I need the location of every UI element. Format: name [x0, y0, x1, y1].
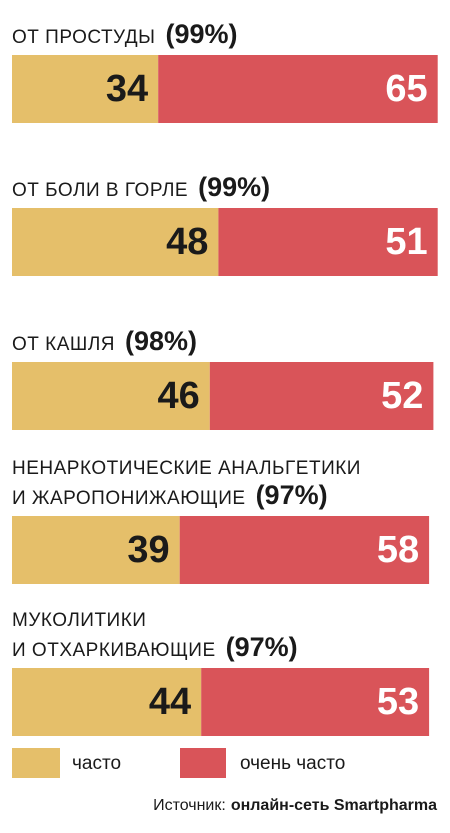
value-label: 46	[158, 375, 200, 417]
total-label: (99%)	[198, 172, 270, 202]
bar-segment	[218, 208, 438, 276]
category-label: ОТ КАШЛЯ	[12, 334, 115, 355]
bar-segment	[12, 668, 202, 736]
legend-label: очень часто	[240, 753, 345, 774]
source-label: Источник:	[153, 797, 226, 814]
bar-segment	[12, 55, 159, 123]
total-label: (97%)	[226, 632, 298, 662]
legend-swatch	[180, 748, 226, 778]
category-label: ОТ БОЛИ В ГОРЛЕ	[12, 180, 188, 201]
total-label: (99%)	[165, 19, 237, 49]
value-label: 53	[377, 681, 419, 723]
value-label: 52	[381, 375, 423, 417]
bar-segment	[12, 516, 180, 584]
legend-swatch	[12, 748, 60, 778]
value-label: 34	[106, 68, 148, 110]
category-label: НЕНАРКОТИЧЕСКИЕ АНАЛЬГЕТИКИ	[12, 458, 361, 479]
bar-segment	[158, 55, 438, 123]
total-label: (97%)	[256, 480, 328, 510]
bar-segment	[179, 516, 430, 584]
total-label: (98%)	[125, 326, 197, 356]
value-label: 44	[149, 681, 191, 723]
source-name: онлайн-сеть Smartpharma	[231, 797, 437, 814]
value-label: 51	[385, 221, 427, 263]
category-label: И ЖАРОПОНИЖАЮЩИЕ	[12, 488, 246, 509]
legend-label: часто	[72, 753, 121, 774]
value-label: 58	[377, 529, 419, 571]
category-label: МУКОЛИТИКИ	[12, 610, 146, 631]
bar-segment	[12, 362, 210, 430]
bar-segment	[12, 208, 219, 276]
category-label: ОТ ПРОСТУДЫ	[12, 27, 155, 48]
value-label: 48	[166, 221, 208, 263]
bar-segment	[201, 668, 430, 736]
value-label: 65	[385, 68, 427, 110]
category-label: И ОТХАРКИВАЮЩИЕ	[12, 640, 216, 661]
value-label: 39	[127, 529, 169, 571]
source: Источник: онлайн-сеть Smartpharma	[153, 797, 437, 814]
bar-segment	[209, 362, 434, 430]
